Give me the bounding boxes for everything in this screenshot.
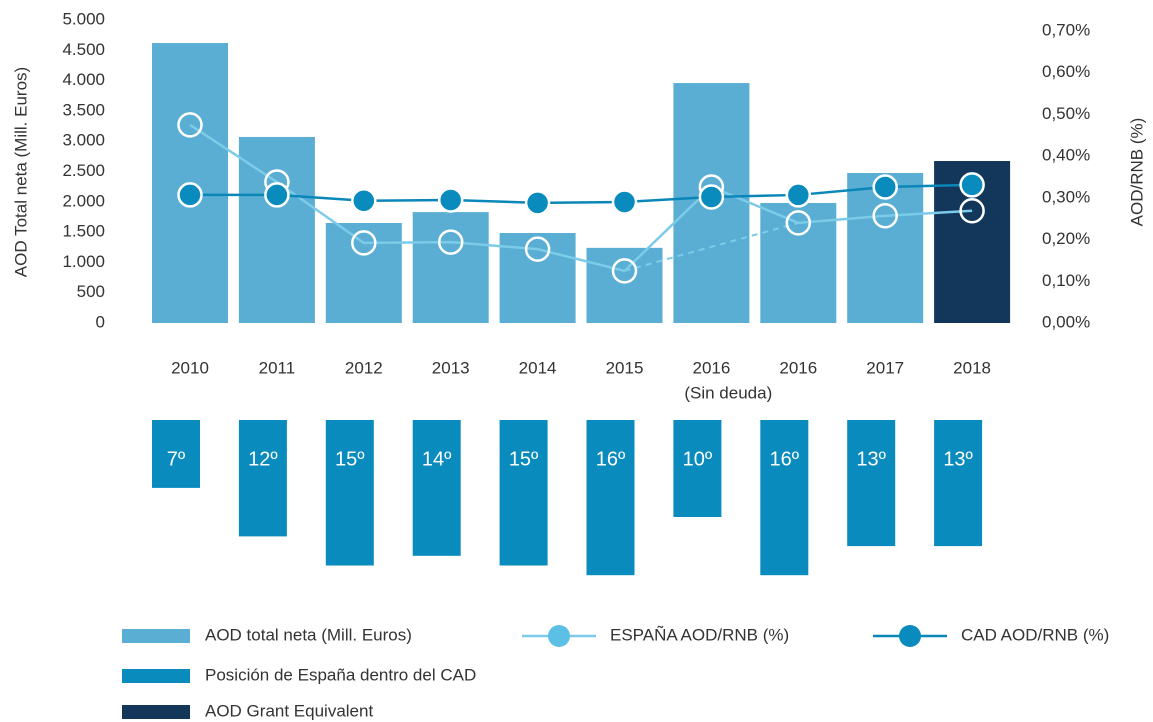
legend-label: Posición de España dentro del CAD [205,665,476,684]
x-tick-label: 2013 [432,358,470,377]
marker [524,236,551,262]
bar [325,223,402,323]
x-tick-sublabel: (Sin deuda) [684,383,772,402]
legend-label: AOD Grant Equivalent [205,701,373,720]
legend-swatch [122,705,190,719]
legend-label: CAD AOD/RNB (%) [961,625,1109,644]
y2-tick-label: 0,70% [1042,20,1090,39]
rank-bar [499,420,548,566]
bar [238,136,315,323]
marker [611,258,638,284]
marker [264,182,290,208]
rank-bar [238,420,287,537]
rank-bar [325,420,374,566]
y2-tick-label: 0,20% [1042,229,1090,248]
y-axis-title: AOD Total neta (Mill. Euros) [11,67,30,277]
rank-bar [760,420,809,576]
marker [177,182,203,208]
y-tick-label: 0 [96,312,105,331]
marker [872,174,898,200]
y2-tick-label: 0,30% [1042,187,1090,206]
rank-label: 14º [422,448,452,470]
marker [437,187,464,213]
rank-bar [847,420,896,547]
y-tick-label: 2.500 [62,161,105,180]
y-tick-label: 5.000 [62,9,105,28]
x-tick-label: 2014 [519,358,557,377]
marker [698,184,725,210]
y2-axis-title: AOD/RNB (%) [1127,118,1146,227]
marker [351,230,377,256]
x-tick-label: 2015 [606,358,644,377]
marker [785,210,812,236]
marker [872,203,898,229]
legend-swatch [122,669,190,683]
y-tick-label: 2.000 [62,191,105,210]
marker [959,198,985,224]
rank-bar [412,420,461,556]
marker [437,229,464,255]
line [189,123,973,273]
marker [524,190,551,216]
legend-marker [899,625,921,647]
bar [412,212,489,323]
rank-label: 12º [248,448,278,470]
rank-label: 13º [856,448,886,470]
legend-swatch [122,629,190,643]
y2-tick-label: 0,60% [1042,62,1090,81]
rank-bar [934,420,983,547]
marker [177,112,203,138]
y-tick-label: 3.500 [62,100,105,119]
marker [351,188,377,214]
y-tick-label: 3.000 [62,131,105,150]
rank-label: 16º [596,448,626,470]
marker [959,172,985,198]
rank-label: 13º [943,448,973,470]
line [190,183,973,205]
rank-bar [152,420,200,488]
marker [611,189,638,215]
x-tick-label: 2012 [345,358,383,377]
legend-label: ESPAÑA AOD/RNB (%) [610,625,789,644]
y-tick-label: 1.000 [62,252,105,271]
rank-label: 15º [509,448,539,470]
rank-label: 15º [335,448,365,470]
x-tick-label: 2016 [779,358,817,377]
y-tick-label: 500 [77,282,105,301]
y-tick-label: 4.500 [62,40,105,59]
legend-label: AOD total neta (Mill. Euros) [205,625,412,644]
rank-label: 7º [167,448,186,470]
rank-bar [586,420,635,576]
rank-label: 16º [770,448,800,470]
y2-tick-label: 0,10% [1042,271,1090,290]
y2-tick-label: 0,50% [1042,104,1090,123]
x-tick-label: 2018 [953,358,991,377]
x-tick-label: 2010 [171,358,209,377]
y-tick-label: 1.500 [62,222,105,241]
y2-tick-label: 0,40% [1042,146,1090,165]
y-tick-label: 4.000 [62,70,105,89]
x-tick-label: 2016 [692,358,730,377]
x-tick-label: 2017 [866,358,904,377]
x-tick-label: 2011 [259,358,296,377]
marker [785,182,812,208]
rank-bar [673,420,722,517]
y2-tick-label: 0,00% [1042,312,1090,331]
legend-marker [548,625,570,647]
dashed-link [624,221,799,272]
rank-label: 10º [683,448,713,470]
